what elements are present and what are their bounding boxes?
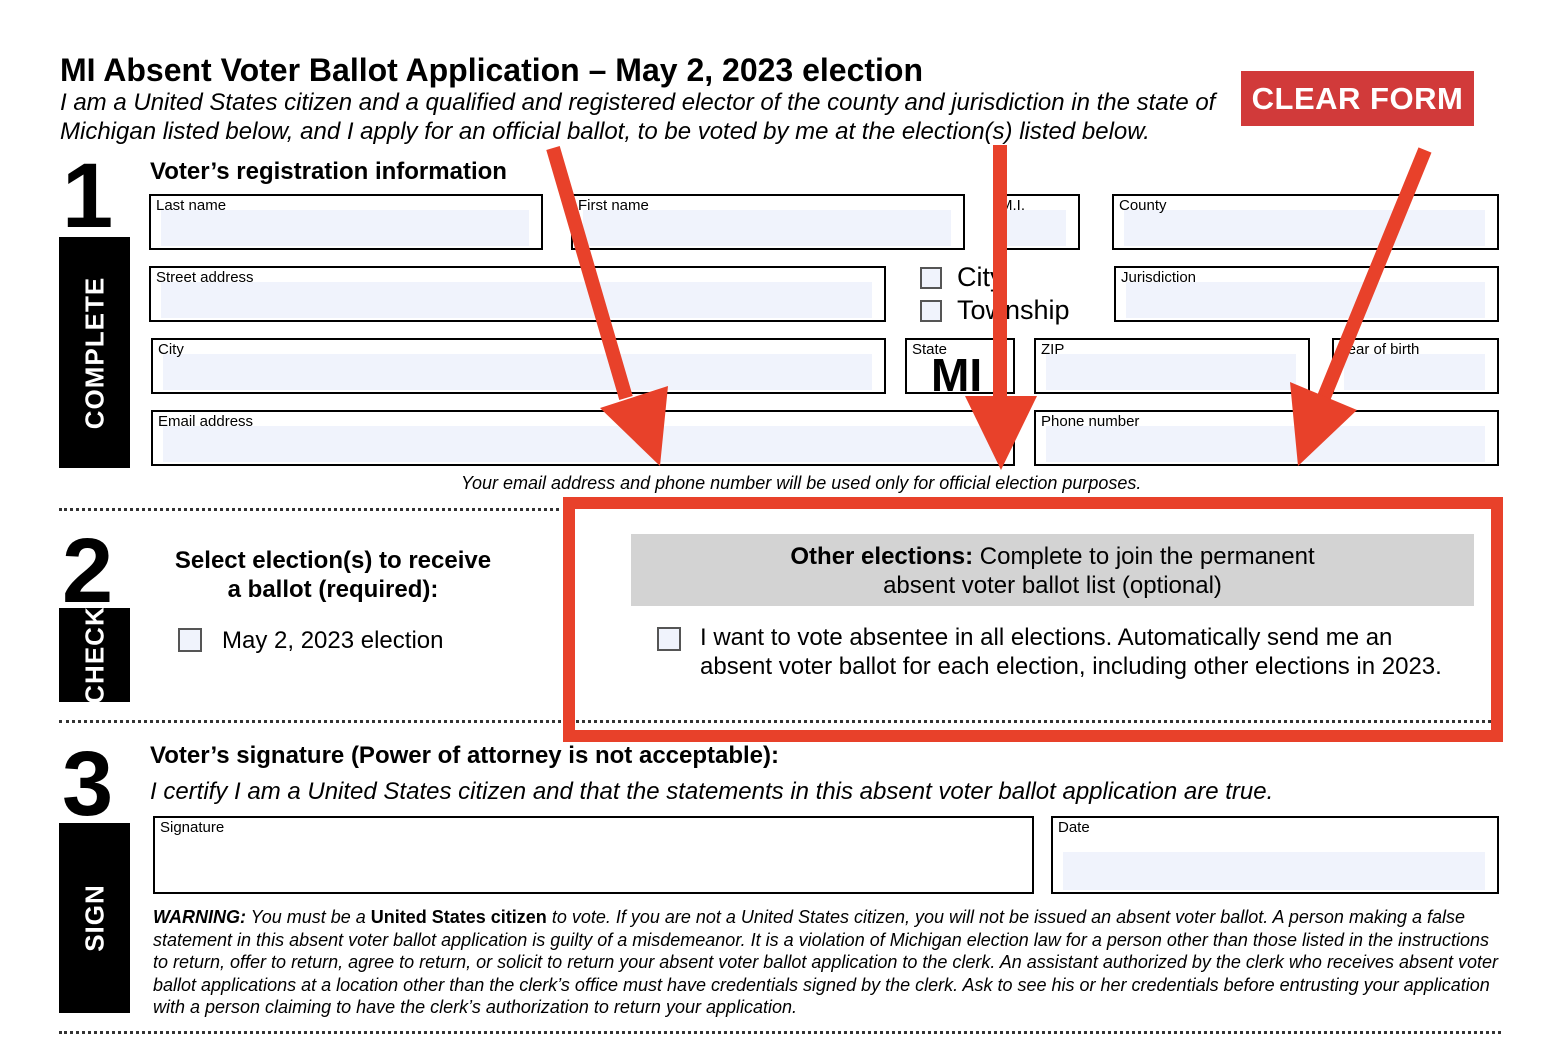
certify-statement: I certify I am a United States citizen a…: [150, 778, 1274, 805]
state-field: State MI: [905, 338, 1015, 401]
state-label: State: [912, 341, 948, 358]
other-elections-line2: absent voter ballot list (optional): [883, 572, 1222, 599]
date-input[interactable]: [1063, 852, 1485, 890]
warning-label: WARNING:: [153, 907, 246, 927]
email-label: Email address: [158, 413, 254, 430]
jurisdiction-input[interactable]: [1126, 282, 1485, 318]
last-name-input[interactable]: [161, 210, 529, 246]
signature-field[interactable]: Signature: [153, 816, 1034, 894]
permanent-list-checkbox[interactable]: [657, 627, 681, 651]
zip-field[interactable]: ZIP: [1034, 338, 1310, 394]
county-field[interactable]: County: [1112, 194, 1499, 250]
form-subtitle: I am a United States citizen and a quali…: [60, 89, 1216, 145]
first-name-input[interactable]: [583, 210, 951, 246]
email-field[interactable]: Email address: [151, 410, 1015, 466]
section3-heading: Voter’s signature (Power of attorney is …: [150, 742, 780, 769]
permanent-list-label: I want to vote absentee in all elections…: [700, 624, 1442, 680]
date-field[interactable]: Date: [1051, 816, 1499, 894]
county-label: County: [1119, 197, 1167, 214]
township-checkbox-label: Township: [957, 295, 1070, 325]
section-number-3: 3: [62, 733, 114, 835]
annotation-highlight-box: [563, 497, 1503, 742]
email-input[interactable]: [163, 426, 1001, 462]
street-address-field[interactable]: Street address: [149, 266, 886, 322]
contact-privacy-note: Your email address and phone number will…: [461, 473, 1142, 493]
warning-bold: United States citizen: [370, 907, 547, 927]
first-name-field[interactable]: First name: [571, 194, 965, 250]
divider: [59, 720, 1491, 723]
zip-input[interactable]: [1046, 354, 1296, 390]
form-title: MI Absent Voter Ballot Application – May…: [60, 52, 924, 88]
complete-tab-label: COMPLETE: [79, 276, 109, 429]
warning-part1: You must be a: [246, 907, 371, 927]
zip-label: ZIP: [1041, 341, 1065, 358]
sign-tab-label: SIGN: [79, 884, 109, 952]
divider: [59, 1031, 1501, 1034]
mi-input[interactable]: [1005, 210, 1066, 246]
clear-form-button[interactable]: CLEAR FORM: [1241, 71, 1474, 126]
section2-heading: Select election(s) to receive a ballot (…: [140, 546, 526, 604]
section-number-1: 1: [62, 145, 114, 247]
last-name-field[interactable]: Last name: [149, 194, 543, 250]
jurisdiction-field[interactable]: Jurisdiction: [1114, 266, 1499, 322]
section1-heading: Voter’s registration information: [150, 158, 507, 185]
street-address-label: Street address: [156, 269, 254, 286]
sign-tab: SIGN: [59, 823, 130, 1013]
jurisdiction-label: Jurisdiction: [1121, 269, 1197, 286]
warning-text: WARNING: You must be a United States cit…: [153, 906, 1503, 1019]
city-checkbox[interactable]: [920, 267, 942, 289]
city-label: City: [158, 341, 184, 358]
township-checkbox[interactable]: [920, 300, 942, 322]
city-checkbox-label: City: [957, 262, 1004, 292]
state-value: MI: [931, 349, 983, 401]
year-of-birth-field[interactable]: Year of birth: [1332, 338, 1499, 394]
divider: [59, 508, 559, 511]
phone-input[interactable]: [1046, 426, 1485, 462]
county-input[interactable]: [1124, 210, 1485, 246]
signature-label: Signature: [160, 819, 225, 836]
phone-field[interactable]: Phone number: [1034, 410, 1499, 466]
other-elections-rest: Complete to join the permanent: [973, 543, 1315, 570]
other-elections-header: Other elections: Complete to join the pe…: [631, 534, 1474, 606]
complete-tab: COMPLETE: [59, 237, 130, 468]
check-tab-label: CHECK: [79, 606, 109, 704]
last-name-label: Last name: [156, 197, 227, 214]
date-label: Date: [1058, 819, 1090, 836]
may-2-election-label: May 2, 2023 election: [222, 627, 444, 654]
section-number-2: 2: [62, 520, 114, 622]
section2-heading-line1: Select election(s) to receive: [174, 547, 492, 574]
phone-label: Phone number: [1041, 413, 1140, 430]
check-tab: CHECK: [59, 606, 130, 704]
warning-part2: to vote. If you are not a United States …: [153, 907, 1499, 1017]
year-of-birth-input[interactable]: [1344, 354, 1485, 390]
section2-heading-line2: a ballot (required):: [227, 576, 439, 603]
street-address-input[interactable]: [161, 282, 872, 318]
other-elections-bold: Other elections:: [790, 543, 974, 570]
may-2-election-checkbox[interactable]: [178, 628, 202, 652]
city-field[interactable]: City: [151, 338, 886, 394]
city-input[interactable]: [163, 354, 872, 390]
mi-field[interactable]: M.I.: [993, 194, 1080, 250]
